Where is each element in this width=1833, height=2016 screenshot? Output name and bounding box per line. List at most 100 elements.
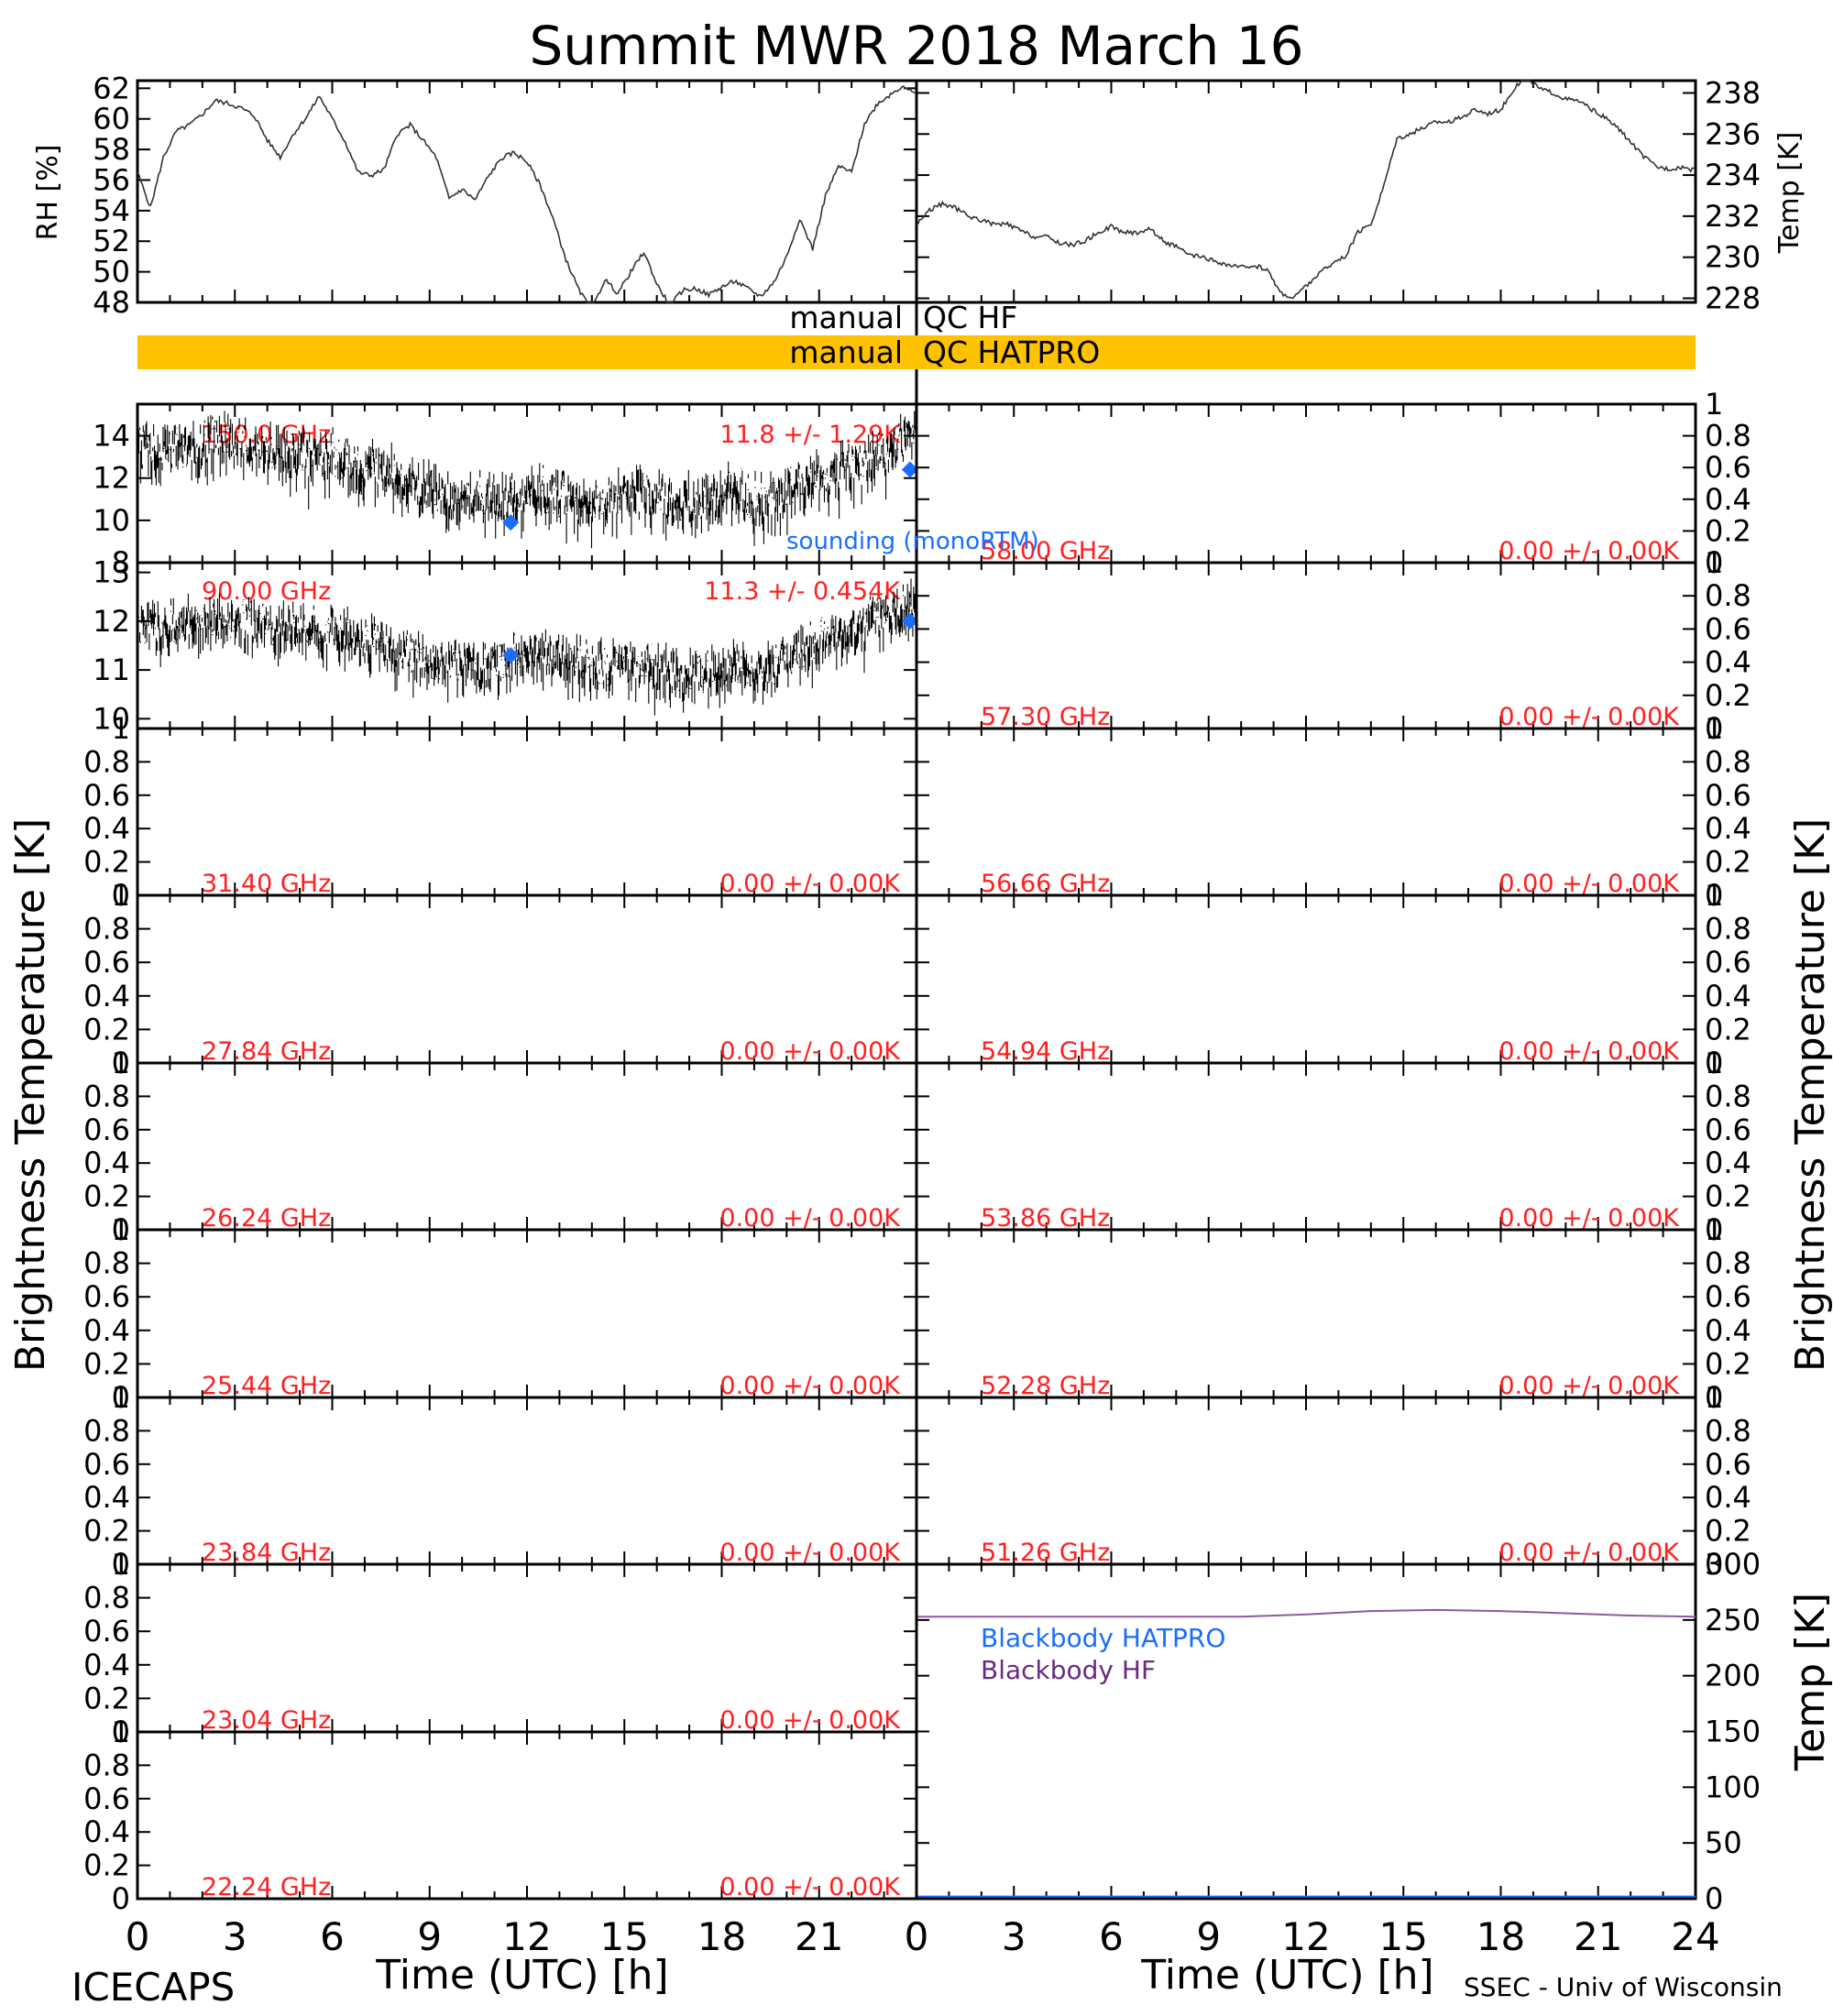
legend-sounding: sounding (monoRTM) [786, 528, 1039, 555]
freq-label: 25.44 GHz [202, 1372, 331, 1400]
y-tick-label: 0 [112, 1547, 130, 1582]
y-tick-label: 236 [1705, 116, 1761, 151]
y-tick-label: 150 [1705, 1715, 1761, 1749]
y-tick-label: 1 [112, 1715, 130, 1749]
y-tick-label: 0.6 [1705, 1279, 1751, 1314]
y-tick-label: 58 [93, 132, 130, 167]
y-tick-label: 228 [1705, 281, 1761, 316]
panel-frame [136, 79, 918, 304]
y-tick-label: 1 [1705, 1212, 1723, 1247]
freq-label: 52.28 GHz [981, 1372, 1110, 1400]
x-tick-label: 9 [1196, 1914, 1221, 1959]
y-tick-label: 0 [112, 1715, 130, 1749]
series-line [916, 80, 1695, 300]
y-tick-label: 12 [93, 461, 130, 496]
y-tick-label: 0.8 [83, 1246, 130, 1281]
stat-label: 0.00 +/- 0.00K [1498, 537, 1680, 565]
sounding-marker [901, 461, 918, 478]
series-line [137, 85, 916, 303]
stat-label: 0.00 +/- 0.00K [1498, 1372, 1680, 1400]
y-tick-label: 54 [93, 193, 130, 228]
y-tick-label: 0.8 [1705, 1246, 1751, 1281]
y-tick-label: 234 [1705, 158, 1761, 192]
qc-hatpro-bar [137, 335, 1696, 369]
y-tick-label: 0.2 [1705, 1012, 1751, 1046]
panel-blackbody: 0 50 100 150 200 250 300 [915, 1547, 1761, 1916]
y-tick-label: 0 [112, 1881, 130, 1916]
figure-title: Summit MWR 2018 March 16 [529, 15, 1303, 77]
y-tick-label: 0 [1705, 1547, 1723, 1582]
y-tick-label: 232 [1705, 199, 1761, 234]
qc-label-hatpro: manual [789, 334, 903, 370]
panel-tb_90: 10 11 12 13 90.00 GHz 11.3 +/- 0.454K [93, 555, 918, 736]
y-tick-label: 0.6 [1705, 778, 1751, 813]
y-tick-label: 0 [1705, 1380, 1723, 1415]
y-tick-label: 0.2 [83, 1346, 130, 1381]
brightness-axis-title-left: Brightness Temperature [K] [7, 818, 54, 1372]
y-tick-label: 1 [112, 1046, 130, 1080]
x-tick-label: 0 [126, 1914, 150, 1959]
y-tick-label: 1 [112, 878, 130, 913]
y-tick-label: 0.8 [1705, 1413, 1751, 1448]
scatter-points [137, 578, 917, 716]
freq-label: 26.24 GHz [202, 1204, 331, 1233]
x-tick-label: 21 [1574, 1914, 1622, 1959]
freq-label: 51.26 GHz [981, 1539, 1110, 1567]
y-tick-label: 0.2 [1705, 513, 1751, 548]
sounding-marker [502, 647, 520, 664]
freq-label: 57.30 GHz [981, 703, 1110, 731]
panel-frame [915, 79, 1697, 304]
y-tick-label: 0.8 [83, 744, 130, 779]
stat-label: 0.00 +/- 0.00K [719, 1372, 901, 1400]
x-tick-label: 18 [1476, 1914, 1525, 1959]
y-tick-label: 230 [1705, 240, 1761, 275]
y-tick-label: 0.4 [83, 1313, 130, 1348]
y-tick-label: 0.8 [83, 1581, 130, 1616]
y-tick-label: 0.2 [1705, 845, 1751, 880]
legend-bb-hf: Blackbody HF [981, 1655, 1156, 1685]
y-tick-label: 14 [93, 419, 130, 454]
footer-ssec: SSEC - Univ of Wisconsin [1464, 1972, 1783, 2002]
stat-label: 0.00 +/- 0.00K [1498, 1037, 1680, 1066]
y-tick-label: 1 [112, 1212, 130, 1247]
freq-label: 56.66 GHz [981, 870, 1110, 898]
freq-label: 22.24 GHz [202, 1873, 331, 1901]
y-tick-label: 1 [1705, 545, 1723, 580]
y-tick-label: 0.6 [1705, 1112, 1751, 1147]
y-tick-label: 62 [93, 71, 130, 105]
freq-label: 31.40 GHz [202, 870, 331, 898]
y-tick-label: 0.8 [1705, 912, 1751, 947]
y-tick-label: 0 [1705, 711, 1723, 746]
y-tick-label: 12 [93, 604, 130, 639]
y-tick-label: 0.6 [83, 1279, 130, 1314]
y-tick-label: 0.2 [83, 1514, 130, 1549]
sounding-marker [901, 612, 918, 630]
y-tick-label: 0.8 [1705, 1079, 1751, 1113]
y-tick-label: 0 [1705, 1212, 1723, 1247]
y-tick-label: 56 [93, 162, 130, 197]
y-tick-label: 50 [93, 255, 130, 290]
y-tick-label: 0.6 [1705, 945, 1751, 980]
y-tick-label: 300 [1705, 1547, 1761, 1582]
y-tick-label: 0.2 [83, 845, 130, 880]
y-tick-label: 0.4 [1705, 1145, 1751, 1180]
time-axis-title-right: Time (UTC) [h] [1140, 1952, 1433, 1999]
x-tick-label: 3 [1002, 1914, 1026, 1959]
stat-label: 0.00 +/- 0.00K [719, 1539, 901, 1567]
y-tick-label: 0.6 [83, 1447, 130, 1482]
y-tick-label: 238 [1705, 75, 1761, 110]
series-blackbody-hf [916, 1608, 1696, 1618]
y-tick-label: 0.4 [83, 811, 130, 846]
x-tick-label: 18 [697, 1914, 746, 1959]
